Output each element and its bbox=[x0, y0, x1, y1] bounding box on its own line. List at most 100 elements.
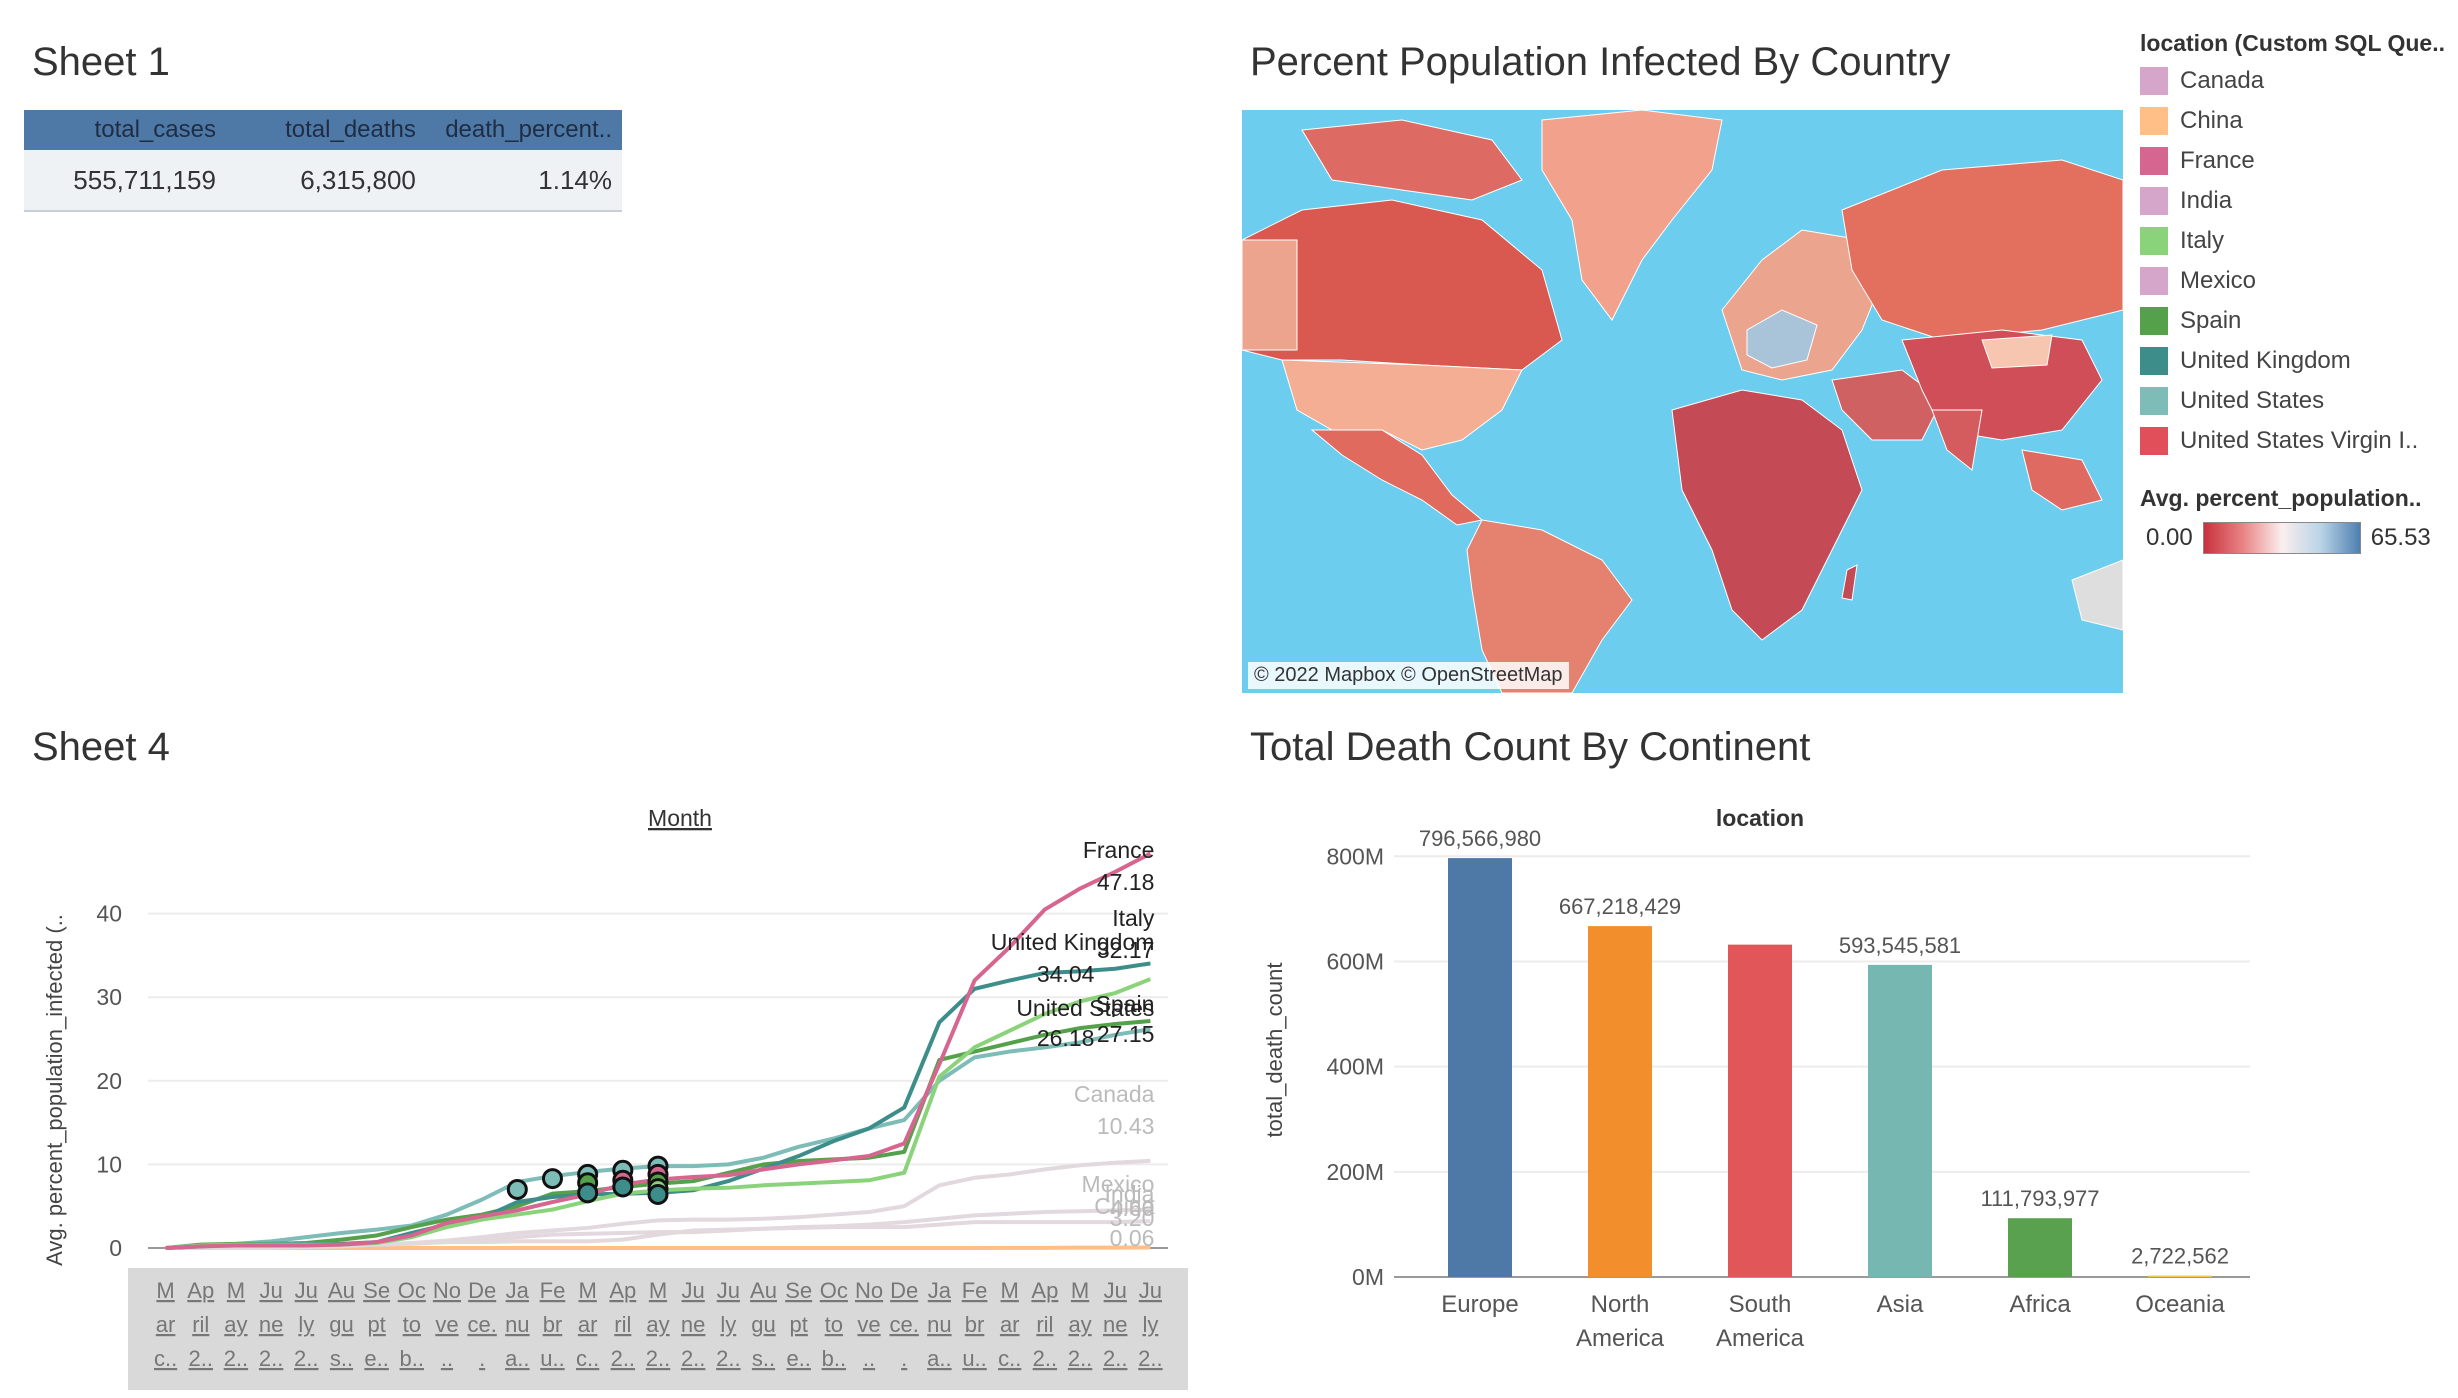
value-death-percent[interactable]: 1.14% bbox=[425, 150, 622, 212]
map-region-alaska[interactable] bbox=[1242, 239, 1298, 351]
legend-item-france[interactable]: France bbox=[2140, 141, 2450, 181]
header-total-deaths[interactable]: total_deaths bbox=[225, 110, 426, 150]
legend-item-us-virgin-islands[interactable]: United States Virgin I.. bbox=[2140, 421, 2450, 461]
line-end-value[interactable]: 4.60 bbox=[1110, 1195, 1155, 1221]
line-end-name[interactable]: China bbox=[1094, 1193, 1154, 1219]
bar-category-label[interactable]: Africa bbox=[2009, 1291, 2071, 1318]
map-region-india[interactable] bbox=[1931, 409, 1983, 471]
map-region-middle-east[interactable] bbox=[1831, 369, 1943, 441]
month-label[interactable]: Au gu s.. bbox=[328, 1278, 355, 1371]
map-region-arctic-islands[interactable] bbox=[1301, 119, 1523, 201]
month-label[interactable]: Ap ril 2.. bbox=[187, 1278, 214, 1371]
month-label[interactable]: Ap ril 2.. bbox=[609, 1278, 636, 1371]
bar-europe[interactable] bbox=[1448, 858, 1512, 1277]
month-label[interactable]: Ju ne 2.. bbox=[1103, 1278, 1127, 1371]
bar-chart[interactable]: location total_death_count 0M 200M 400M 600… bbox=[1240, 790, 2458, 1390]
month-label[interactable]: Oc to b.. bbox=[820, 1278, 848, 1371]
gradient-bar[interactable] bbox=[2202, 522, 2361, 554]
line-series-united-kingdom[interactable] bbox=[165, 961, 1151, 1250]
legend-item-china[interactable]: China bbox=[2140, 101, 2450, 141]
legend-item-mexico[interactable]: Mexico bbox=[2140, 261, 2450, 301]
month-label[interactable]: No ve.. bbox=[433, 1278, 461, 1371]
header-total-cases[interactable]: total_cases bbox=[24, 110, 226, 150]
bar-category-label[interactable]: Europe bbox=[1441, 1291, 1518, 1318]
map-region-australia[interactable] bbox=[2071, 559, 2123, 631]
bar-category-label[interactable]: North America bbox=[1576, 1291, 1665, 1352]
line-end-value[interactable]: 3.20 bbox=[1110, 1205, 1155, 1231]
month-label[interactable]: Ju ne 2.. bbox=[259, 1278, 283, 1371]
line-end-name[interactable]: United States bbox=[1016, 995, 1154, 1021]
month-label[interactable]: No ve.. bbox=[855, 1278, 883, 1371]
legend-item-canada[interactable]: Canada bbox=[2140, 61, 2450, 101]
month-label[interactable]: Se pt e.. bbox=[785, 1278, 812, 1371]
bar-category-label[interactable]: South America bbox=[1716, 1291, 1805, 1352]
bar-category-label[interactable]: Asia bbox=[1877, 1291, 1924, 1318]
line-end-value[interactable]: 34.04 bbox=[1037, 961, 1095, 987]
line-end-name[interactable]: Mexico bbox=[1082, 1171, 1155, 1197]
map-region-mexico[interactable] bbox=[1310, 429, 1484, 526]
month-label[interactable]: Ap ril 2.. bbox=[1031, 1278, 1058, 1371]
bar-north-america[interactable] bbox=[1588, 926, 1652, 1277]
line-end-value[interactable]: 0.06 bbox=[1110, 1225, 1155, 1251]
line-end-value[interactable]: 10.43 bbox=[1097, 1113, 1155, 1139]
month-label[interactable]: Ju ly 2.. bbox=[294, 1278, 318, 1371]
line-y-label[interactable]: Avg. percent_population_infected (.. bbox=[42, 914, 67, 1266]
legend-item-united-states[interactable]: United States bbox=[2140, 381, 2450, 421]
legend-item-spain[interactable]: Spain bbox=[2140, 301, 2450, 341]
map-region-greenland[interactable] bbox=[1541, 110, 1723, 321]
bar-south-america[interactable] bbox=[1728, 944, 1792, 1277]
map-region-united-states[interactable] bbox=[1281, 359, 1523, 451]
bar-x-header[interactable]: location bbox=[1716, 805, 1804, 831]
month-label[interactable]: Oc to b.. bbox=[398, 1278, 426, 1371]
line-end-name[interactable]: Italy bbox=[1112, 905, 1155, 931]
map-region-africa[interactable] bbox=[1671, 389, 1863, 641]
bar-y-label[interactable]: total_death_count bbox=[1262, 963, 1287, 1138]
choropleth-map[interactable]: © 2022 Mapbox © OpenStreetMap bbox=[1242, 110, 2123, 693]
month-label[interactable]: Fe br u.. bbox=[540, 1278, 566, 1371]
line-end-value[interactable]: 32.17 bbox=[1097, 937, 1155, 963]
line-highlight-point[interactable] bbox=[612, 1176, 634, 1198]
bar-oceania[interactable] bbox=[2148, 1275, 2212, 1278]
map-region-central-europe[interactable] bbox=[1746, 309, 1818, 369]
line-end-name[interactable]: United Kingdom bbox=[991, 929, 1155, 955]
bar-category-label[interactable]: Oceania bbox=[2135, 1291, 2225, 1318]
legend-item-italy[interactable]: Italy bbox=[2140, 221, 2450, 261]
map-region-mongolia[interactable] bbox=[1981, 334, 2053, 369]
line-end-name[interactable]: India bbox=[1105, 1181, 1155, 1207]
line-x-header[interactable]: Month bbox=[648, 805, 712, 831]
month-label[interactable]: Ja nu a.. bbox=[927, 1278, 952, 1371]
line-end-name[interactable]: France bbox=[1083, 837, 1155, 863]
map-attribution[interactable]: © 2022 Mapbox © OpenStreetMap bbox=[1248, 662, 1569, 689]
value-total-deaths[interactable]: 6,315,800 bbox=[225, 150, 426, 212]
line-end-value[interactable]: 47.18 bbox=[1097, 869, 1155, 895]
month-label[interactable]: Se pt e.. bbox=[363, 1278, 390, 1371]
month-label[interactable]: Fe br u.. bbox=[962, 1278, 988, 1371]
map-region-south-america[interactable] bbox=[1466, 519, 1633, 693]
line-highlight-point[interactable] bbox=[577, 1182, 599, 1204]
line-highlight-point[interactable] bbox=[541, 1168, 563, 1190]
bar-africa[interactable] bbox=[2008, 1218, 2072, 1277]
value-total-cases[interactable]: 555,711,159 bbox=[24, 150, 226, 212]
bar-asia[interactable] bbox=[1868, 964, 1932, 1277]
map-region-southeast-asia[interactable] bbox=[2021, 449, 2103, 511]
map-region-madagascar[interactable] bbox=[1841, 564, 1858, 601]
line-end-name[interactable]: Canada bbox=[1074, 1081, 1155, 1107]
line-end-name[interactable]: Spain bbox=[1096, 991, 1155, 1017]
month-label[interactable]: Ju ly 2.. bbox=[716, 1278, 740, 1371]
map-region-russia[interactable] bbox=[1841, 159, 2123, 341]
month-label[interactable]: Ja nu a.. bbox=[505, 1278, 530, 1371]
month-label[interactable]: Ju ly 2.. bbox=[1138, 1278, 1162, 1371]
line-end-value[interactable]: 26.18 bbox=[1037, 1025, 1095, 1051]
legend-item-united-kingdom[interactable]: United Kingdom bbox=[2140, 341, 2450, 381]
month-label[interactable]: De ce.. bbox=[467, 1278, 496, 1371]
month-label[interactable]: Ju ne 2.. bbox=[681, 1278, 705, 1371]
line-end-value[interactable]: 27.15 bbox=[1097, 1021, 1155, 1047]
line-chart[interactable]: Month Avg. percent_population_infected (… bbox=[0, 790, 1240, 1390]
legend-item-india[interactable]: India bbox=[2140, 181, 2450, 221]
